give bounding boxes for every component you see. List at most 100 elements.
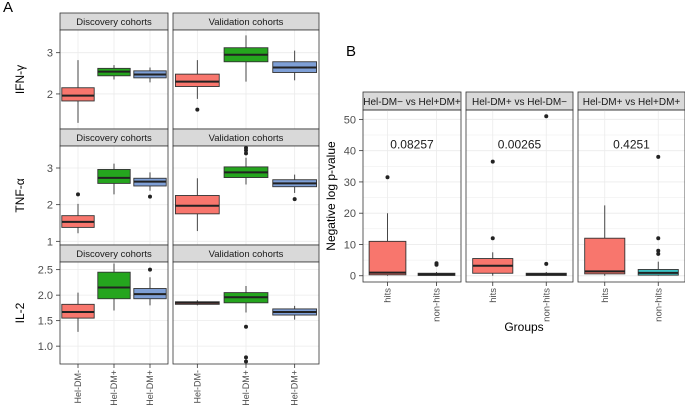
outlier-point xyxy=(490,159,495,164)
y-axis-label: Negative log p-value xyxy=(324,141,338,251)
panel-a: A IFN-γ 2 3 Discovery cohorts Validation coh… xyxy=(3,0,320,405)
facet-0: Discovery cohorts Hel-DM- Hel-DM+ Hel-DM+ xyxy=(59,244,169,405)
box-2 xyxy=(133,67,167,83)
x-tick-label: non-hits xyxy=(653,288,664,322)
box-1 xyxy=(223,285,269,364)
x-tick-label: Hel-DM+ xyxy=(109,370,119,405)
box-0 xyxy=(174,178,220,232)
box-body xyxy=(174,73,220,87)
box-body xyxy=(61,87,95,102)
box-body xyxy=(368,240,407,276)
pvalue-annotation: 0.00265 xyxy=(498,137,542,151)
box-body xyxy=(584,237,626,275)
outlier-point xyxy=(148,194,152,199)
y-tick-label: 1 xyxy=(47,236,53,248)
outlier-point xyxy=(244,355,248,360)
panel-border xyxy=(577,109,685,283)
box-2 xyxy=(133,172,167,199)
facet-strip-label: Discovery cohorts xyxy=(76,249,152,260)
facet-2: Hel-DM+ vs Hel+DM+ 0.4251 hits non-hits xyxy=(577,91,685,322)
outlier-point xyxy=(656,236,661,241)
x-tick-label: hits xyxy=(600,288,611,303)
panel-label-b: B xyxy=(346,43,356,60)
outlier-point xyxy=(434,261,439,266)
row-2: IL-2 1.0 1.5 2.0 2.5 Discovery cohorts Hel-DM-… xyxy=(13,244,320,405)
x-tick-label: Hel-DM+ xyxy=(145,370,155,405)
box-1 xyxy=(223,35,269,82)
y-axis-label: TNF-α xyxy=(13,178,27,212)
facet-strip-label: Hel-DM+ vs Hel+DM+ xyxy=(583,97,681,108)
y-tick-label: 50 xyxy=(344,114,356,126)
outlier-point xyxy=(656,154,661,159)
outlier-point xyxy=(544,114,549,119)
box-1 xyxy=(97,263,131,311)
box-1 xyxy=(525,114,567,276)
facet-strip-label: Validation cohorts xyxy=(209,133,284,144)
box-0 xyxy=(174,300,220,306)
y-tick-label: 1.0 xyxy=(38,341,53,353)
y-axis-label: IL-2 xyxy=(13,302,27,323)
facet-1: Validation cohorts xyxy=(172,128,320,246)
y-tick-label: 2.5 xyxy=(38,265,53,277)
box-0 xyxy=(584,205,626,276)
box-0 xyxy=(174,60,220,112)
outlier-point xyxy=(148,267,152,272)
facet-strip-label: Validation cohorts xyxy=(209,249,284,260)
facet-strip-label: Hel-DM+ vs Hel-DM− xyxy=(472,97,567,108)
box-1 xyxy=(223,145,269,185)
row-1: TNF-α 1 2 3 Discovery cohorts Validation coho… xyxy=(13,128,320,248)
box-1 xyxy=(97,65,131,80)
box-body xyxy=(97,169,131,184)
y-tick-label: 2 xyxy=(47,89,53,101)
facet-strip-label: Validation cohorts xyxy=(209,17,284,28)
y-tick-label: 10 xyxy=(344,239,356,251)
box-body xyxy=(97,271,131,300)
panel-label-a: A xyxy=(3,0,13,16)
outlier-point xyxy=(656,251,661,256)
facet-strip-label: Hel-DM− vs Hel+DM+ xyxy=(363,97,461,108)
x-tick-label: non-hits xyxy=(541,288,552,322)
facet-0: Hel-DM− vs Hel+DM+ 0.08257 hits non-hits xyxy=(362,91,462,322)
y-axis-label: IFN-γ xyxy=(13,65,27,94)
y-tick-label: 30 xyxy=(344,177,356,189)
y-tick-label: 1.5 xyxy=(38,316,53,328)
outlier-point xyxy=(244,145,248,150)
box-1 xyxy=(97,163,131,195)
box-2 xyxy=(133,267,167,306)
facet-1: Validation cohorts xyxy=(172,12,320,130)
panel-border xyxy=(465,109,574,283)
outlier-point xyxy=(292,197,297,202)
x-tick-label: Hel-DM- xyxy=(192,370,202,404)
x-tick-label: hits xyxy=(488,288,499,303)
y-tick-label: 3 xyxy=(47,163,53,175)
x-tick-label: hits xyxy=(383,288,394,303)
box-1 xyxy=(417,261,456,276)
y-tick-label: 3 xyxy=(47,48,53,60)
box-1 xyxy=(637,154,679,276)
facet-strip-label: Discovery cohorts xyxy=(76,133,152,144)
pvalue-annotation: 0.08257 xyxy=(390,137,434,151)
box-2 xyxy=(272,174,318,202)
x-tick-label: non-hits xyxy=(432,288,443,322)
panel-b: B Negative log p-value01020304050GroupsH… xyxy=(324,43,685,334)
box-2 xyxy=(272,50,318,81)
row-0: IFN-γ 2 3 Discovery cohorts Validation cohor… xyxy=(13,12,320,130)
outlier-point xyxy=(195,107,200,112)
outlier-point xyxy=(76,192,80,197)
panel-border xyxy=(362,109,462,283)
box-2 xyxy=(272,305,318,320)
outlier-point xyxy=(244,324,248,329)
y-tick-label: 2 xyxy=(47,200,53,212)
facet-1: Validation cohorts Hel-DM- Hel-DM+ Hel-DM+ xyxy=(172,244,320,405)
outlier-point xyxy=(490,236,495,241)
facet-0: Discovery cohorts xyxy=(59,128,169,246)
box-0 xyxy=(368,175,407,276)
y-tick-label: 20 xyxy=(344,208,356,220)
y-tick-label: 2.0 xyxy=(38,290,53,302)
facet-0: Discovery cohorts xyxy=(59,12,169,130)
outlier-point xyxy=(244,151,248,156)
outlier-point xyxy=(244,359,248,364)
facet-strip-label: Discovery cohorts xyxy=(76,17,152,28)
box-0 xyxy=(61,292,95,332)
